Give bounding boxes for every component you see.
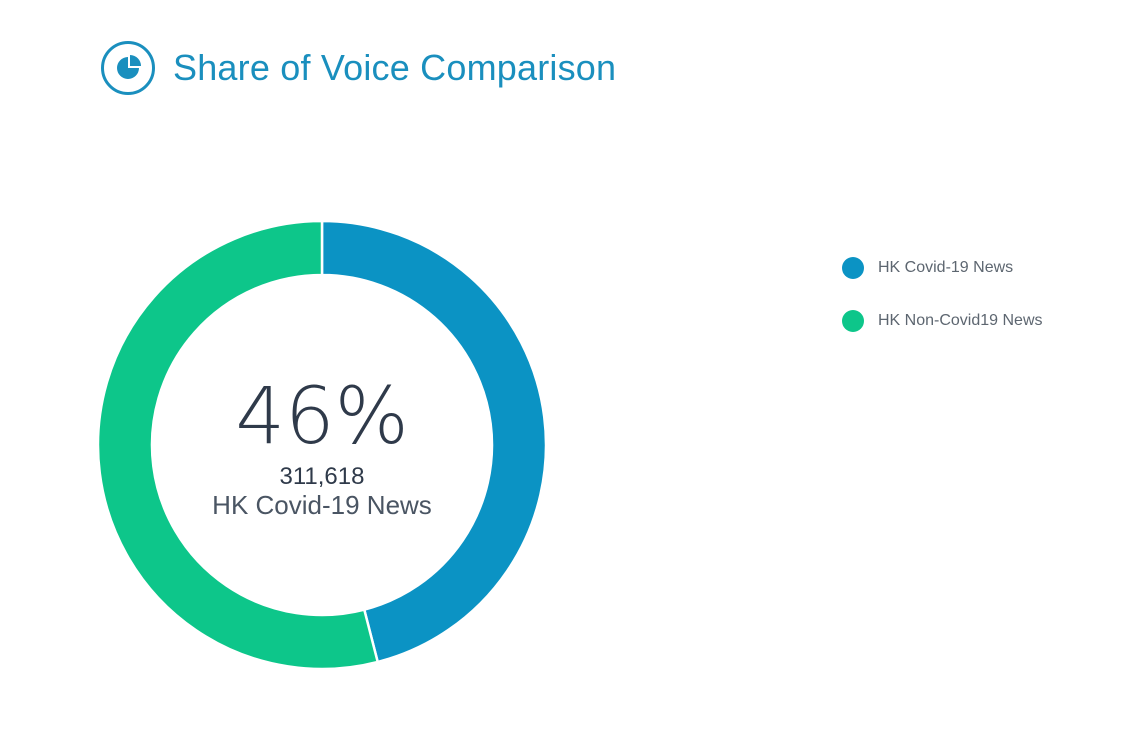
legend-label-non-covid: HK Non-Covid19 News <box>878 312 1043 329</box>
legend: HK Covid-19 News HK Non-Covid19 News <box>842 256 1043 362</box>
legend-swatch-non-covid <box>842 310 864 332</box>
donut-slice-0[interactable] <box>320 219 548 664</box>
legend-item-covid[interactable]: HK Covid-19 News <box>842 256 1043 280</box>
legend-label-covid: HK Covid-19 News <box>878 259 1014 276</box>
center-percentage: 46% <box>235 372 408 462</box>
center-label: HK Covid-19 News <box>212 490 432 520</box>
legend-item-non-covid[interactable]: HK Non-Covid19 News <box>842 309 1043 333</box>
pie-chart-icon <box>101 41 155 95</box>
legend-swatch-covid <box>842 257 864 279</box>
chart-header: Share of Voice Comparison <box>100 40 616 96</box>
center-count: 311,618 <box>280 463 365 490</box>
donut-slice-1[interactable] <box>96 219 380 671</box>
donut-slices <box>96 219 548 671</box>
page-title: Share of Voice Comparison <box>173 47 617 88</box>
